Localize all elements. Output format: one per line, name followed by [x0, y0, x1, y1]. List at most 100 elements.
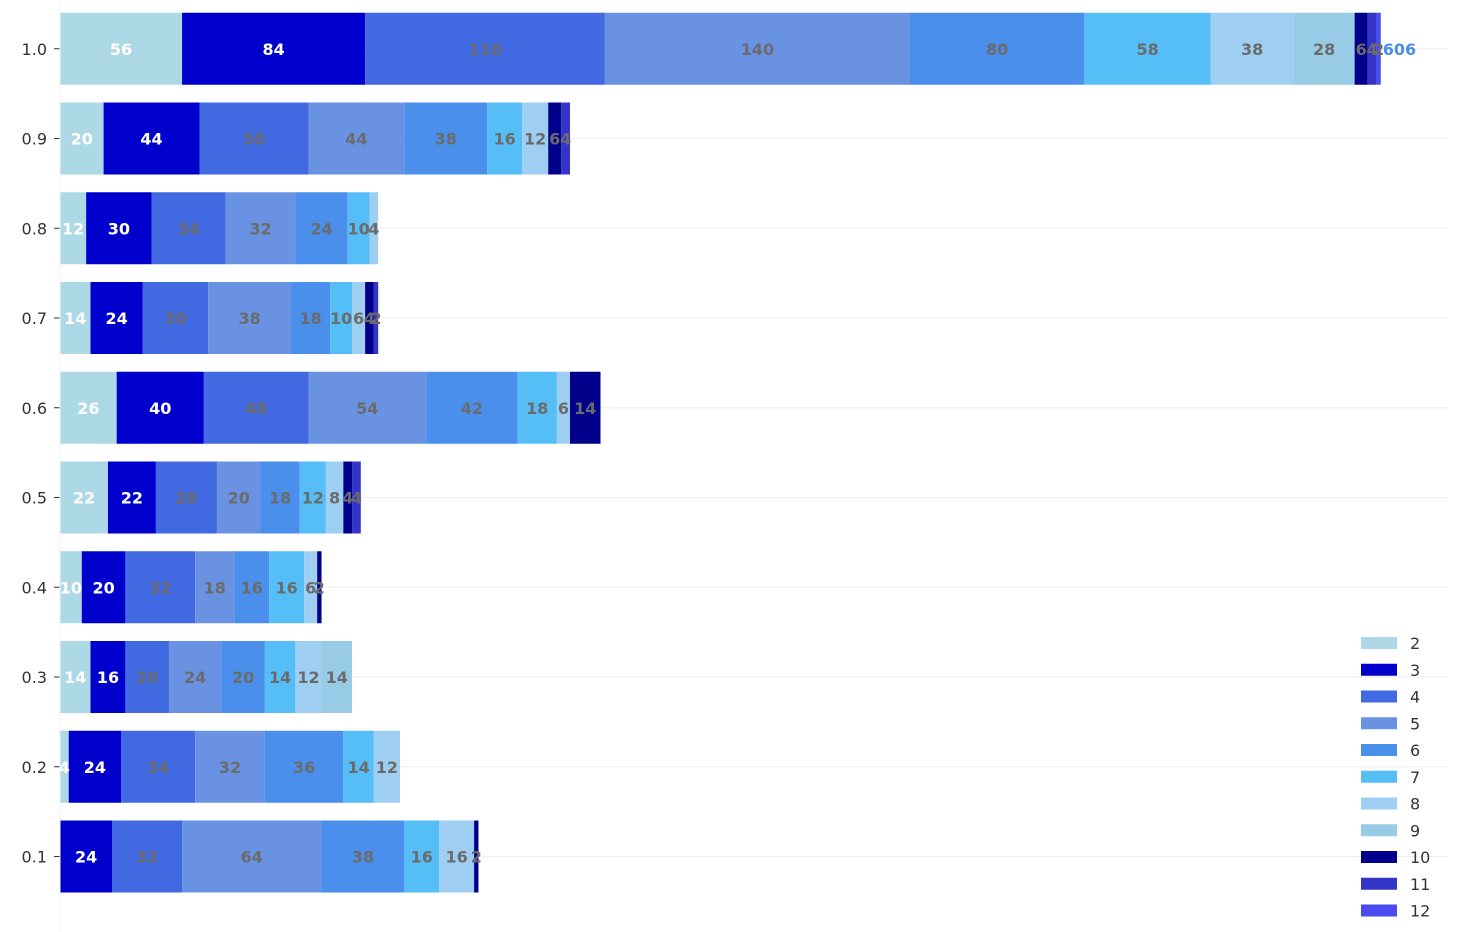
- bar-segment: [81, 551, 126, 624]
- legend-item: 7: [1361, 768, 1420, 787]
- bar-segment: [264, 641, 296, 713]
- bar-value-label: 14: [64, 309, 86, 328]
- bar-value-label: 6: [1356, 40, 1367, 59]
- legend-swatch: [1361, 637, 1397, 649]
- bar-value-label: 6: [549, 130, 560, 149]
- bar-segment: [90, 282, 143, 354]
- bar-segment: [365, 12, 605, 85]
- bar-value-label: 58: [1136, 40, 1158, 59]
- y-tick-label: 0.6: [22, 399, 47, 418]
- y-tick-label: 0.3: [22, 668, 47, 687]
- legend-label: 5: [1410, 714, 1420, 733]
- bar-segment: [299, 461, 326, 534]
- bar-segment: [570, 371, 601, 444]
- bar-value-label: 44: [140, 130, 162, 149]
- bar-segment: [1084, 12, 1211, 85]
- bar-value-label: 38: [352, 848, 374, 867]
- bar-total-label: 606: [1383, 40, 1416, 59]
- bar-value-label: 140: [741, 40, 774, 59]
- bar-segment: [373, 730, 401, 803]
- y-tick-label: 0.7: [22, 309, 47, 328]
- legend-label: 6: [1410, 741, 1420, 760]
- legend-swatch: [1361, 797, 1397, 810]
- bar-value-label: 36: [293, 758, 315, 777]
- bar-value-label: 10: [60, 578, 82, 597]
- bar-value-label: 2: [314, 578, 325, 597]
- legend-label: 8: [1410, 795, 1420, 814]
- bar-segment: [216, 461, 261, 534]
- bar-segment: [439, 820, 475, 893]
- bar-value-label: 12: [302, 489, 324, 508]
- bar-segment: [304, 551, 318, 624]
- bar-value-label: 28: [175, 489, 197, 508]
- legend-item: 10: [1361, 848, 1430, 867]
- bar-segment: [910, 12, 1085, 85]
- bar-segment: [86, 192, 152, 265]
- bar-segment: [1354, 12, 1368, 85]
- bar-segment: [234, 551, 270, 624]
- bar-segment: [208, 282, 292, 354]
- bar-value-label: 12: [376, 758, 398, 777]
- bar-value-label: 32: [219, 758, 241, 777]
- bar-value-label: 48: [245, 399, 267, 418]
- bar-value-label: 10: [330, 309, 352, 328]
- bar-value-label: 38: [1241, 40, 1263, 59]
- bar-value-label: 10: [347, 219, 369, 238]
- bar-value-label: 12: [524, 130, 546, 149]
- bar-value-label: 26: [77, 399, 99, 418]
- bar-segment: [125, 551, 196, 624]
- y-tick-label: 0.5: [22, 489, 47, 508]
- bar-segment: [60, 551, 82, 624]
- bar-value-label: 110: [468, 40, 501, 59]
- legend-swatch: [1361, 904, 1397, 917]
- bar-segment: [107, 461, 156, 534]
- bar-value-label: 18: [526, 399, 548, 418]
- bar-segment: [195, 730, 265, 803]
- bar-segment: [155, 461, 217, 534]
- bar-segment: [487, 102, 523, 175]
- bar-value-label: 16: [411, 848, 433, 867]
- bar-value-label: 24: [184, 668, 206, 687]
- bar-segment: [60, 192, 87, 265]
- bar-segment: [264, 730, 344, 803]
- bar-segment: [369, 192, 379, 265]
- bar-segment: [295, 641, 322, 713]
- bar-segment: [182, 12, 366, 85]
- bar-value-label: 20: [136, 668, 158, 687]
- bar-segment: [426, 371, 518, 444]
- bar-value-label: 16: [276, 578, 298, 597]
- legend-item: 11: [1361, 875, 1430, 894]
- legend-swatch: [1361, 877, 1397, 890]
- bar-segment: [125, 641, 169, 713]
- bar-segment: [103, 102, 200, 175]
- bar-segment: [1367, 12, 1377, 85]
- bar-segment: [68, 730, 122, 803]
- bar-value-label: 14: [347, 758, 369, 777]
- bar-value-label: 14: [64, 668, 86, 687]
- y-tick-label: 0.9: [22, 130, 47, 149]
- bar-segment: [168, 641, 222, 713]
- bar-value-label: 16: [241, 578, 263, 597]
- legend-swatch: [1361, 851, 1397, 863]
- legend-swatch: [1361, 663, 1397, 676]
- bar-segment: [404, 820, 440, 893]
- bar-value-label: 14: [574, 399, 596, 418]
- bar-value-label: 28: [1313, 40, 1335, 59]
- bars: [60, 12, 1381, 893]
- legend-item: 9: [1361, 821, 1420, 840]
- y-tick-label: 1.0: [22, 40, 47, 59]
- bar-value-label: 18: [269, 489, 291, 508]
- bar-segment: [474, 820, 479, 893]
- legend-item: 8: [1361, 795, 1420, 814]
- bar-segment: [347, 192, 370, 265]
- legend-swatch: [1361, 690, 1397, 703]
- bar-segment: [225, 192, 296, 265]
- legend-item: 3: [1361, 661, 1420, 680]
- bar-segment: [116, 371, 204, 444]
- bar-segment: [260, 461, 300, 534]
- bar-value-label: 44: [345, 130, 367, 149]
- bar-segment: [321, 641, 353, 713]
- bar-value-label: 34: [147, 758, 169, 777]
- bar-segment: [60, 12, 183, 85]
